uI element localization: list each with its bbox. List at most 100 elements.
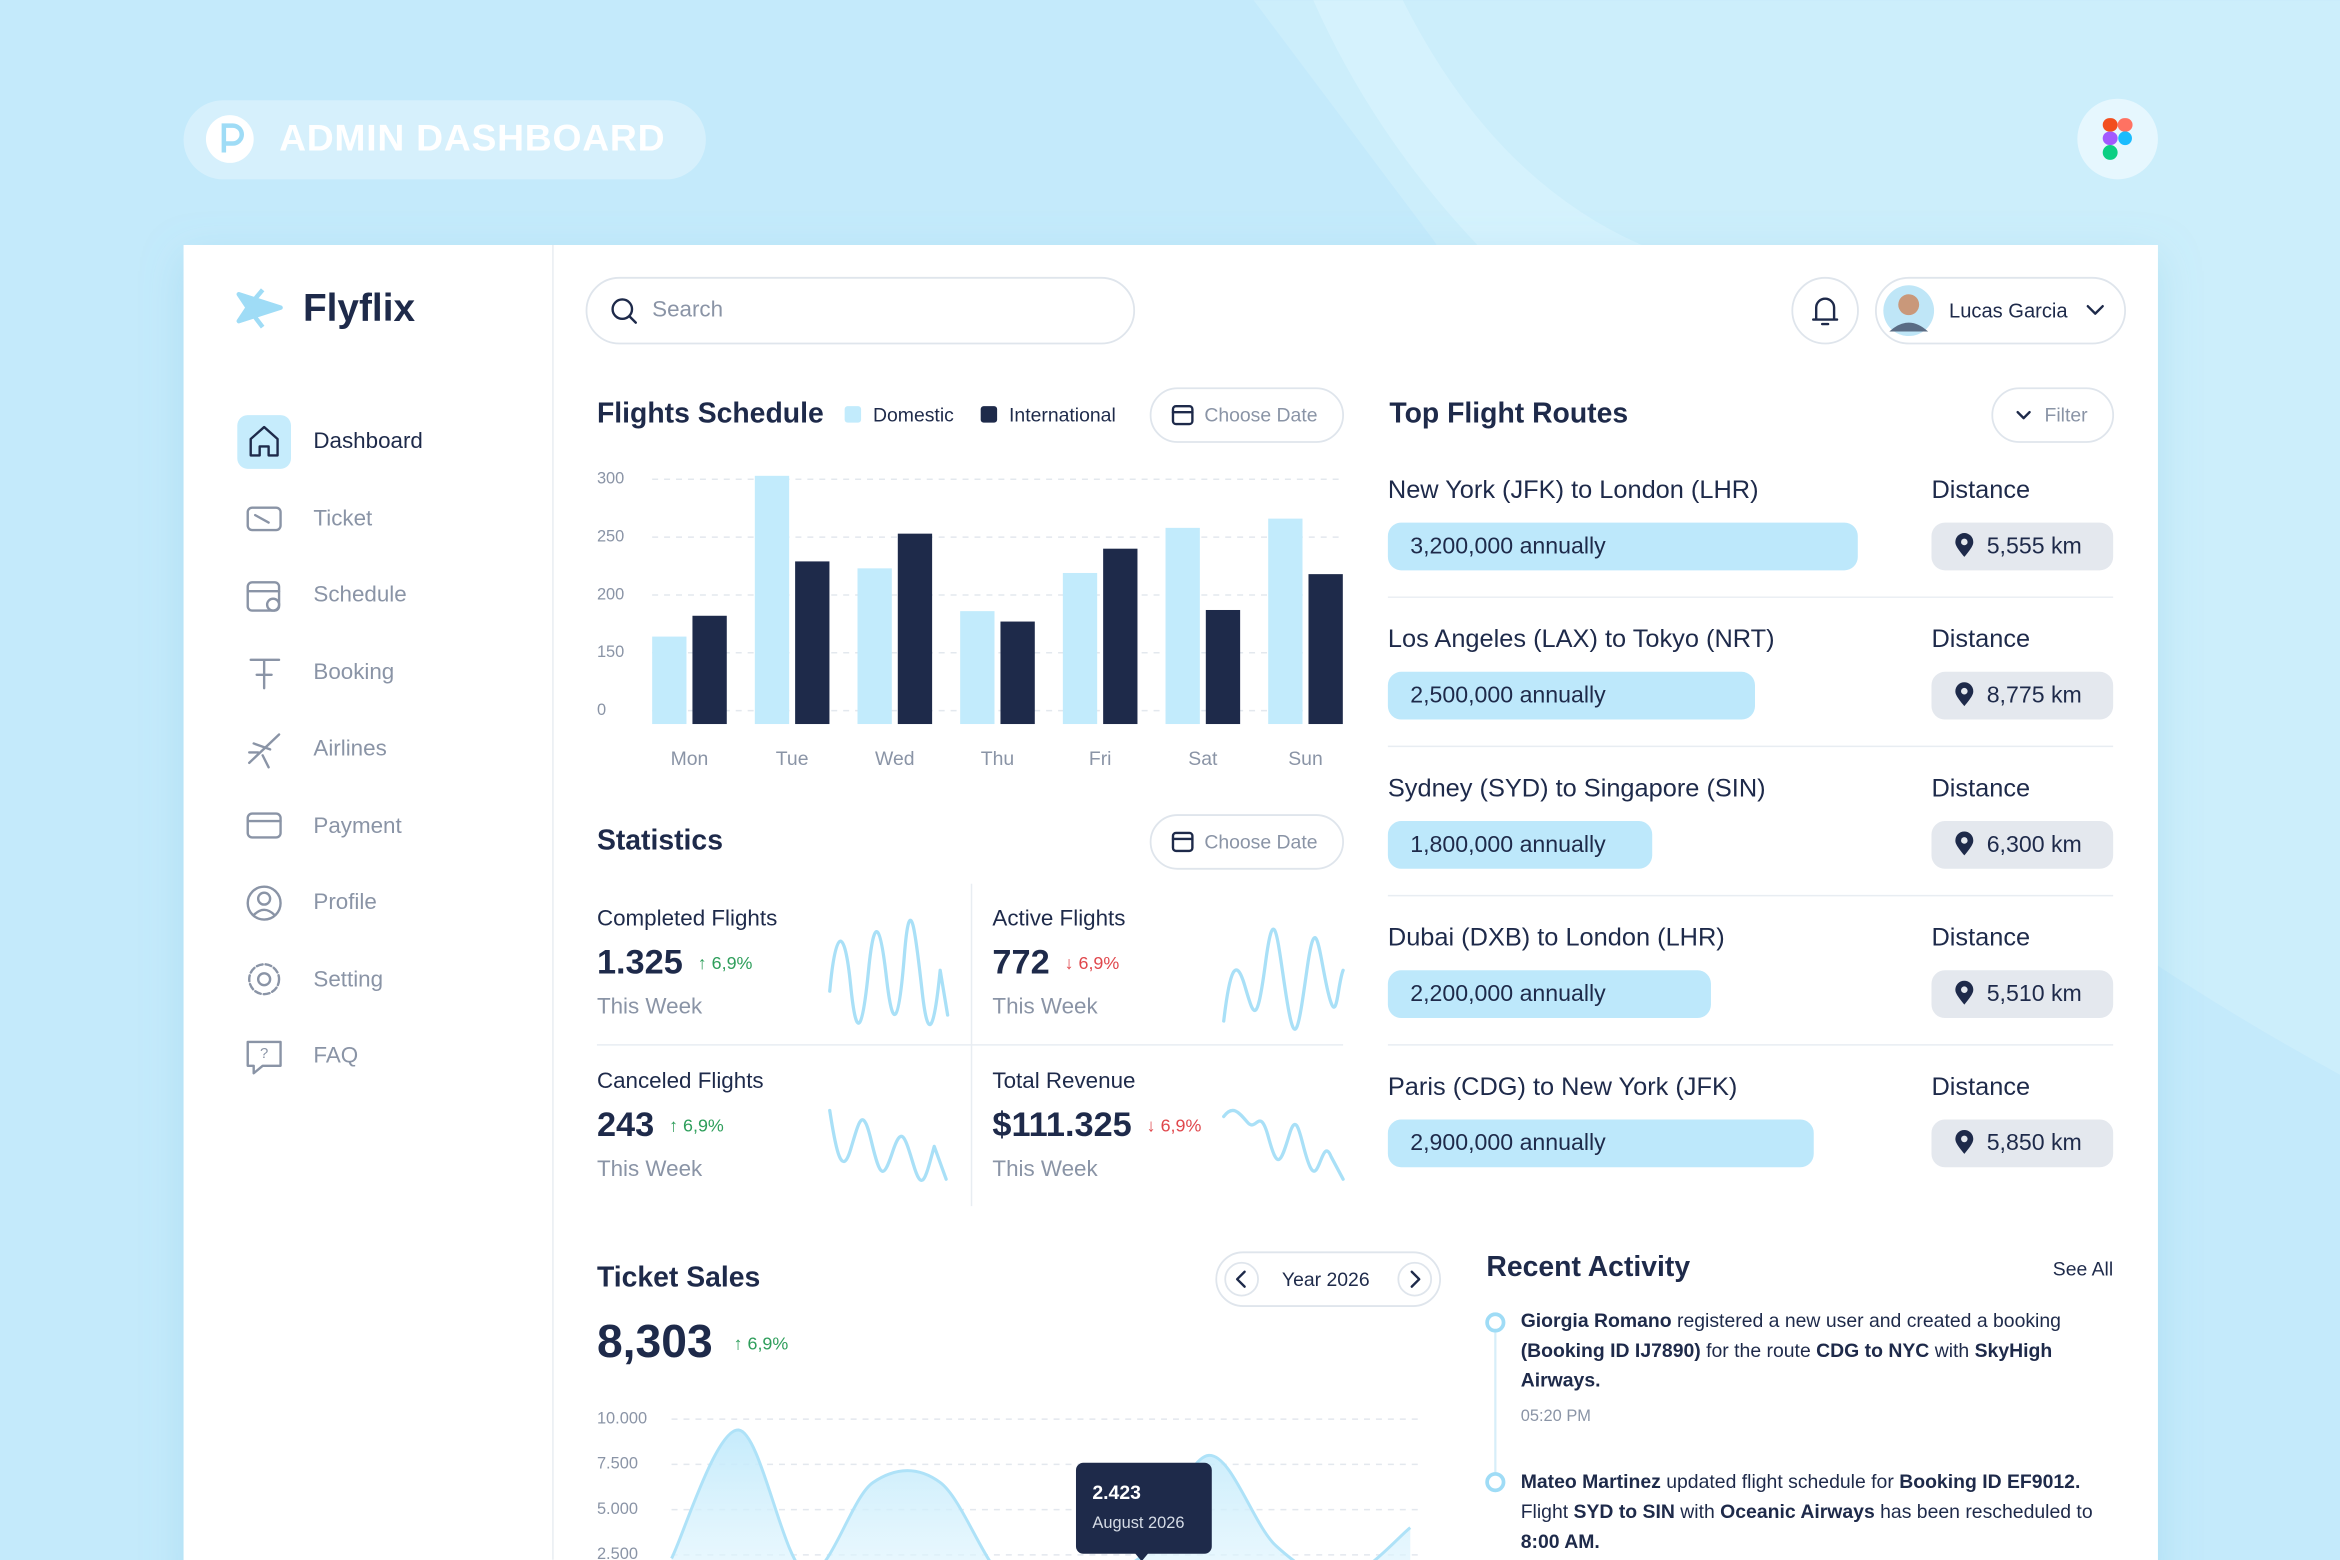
stat-change: ↑ 6,9% (669, 1116, 724, 1136)
area-line (670, 1428, 1412, 1560)
y-tick-label: 2.500 (597, 1545, 638, 1560)
x-tick-label: Thu (981, 748, 1014, 770)
stat-label: Canceled Flights (597, 1068, 764, 1093)
nav-item[interactable]: Setting (313, 967, 383, 992)
section-title: Recent Activity (1486, 1251, 1690, 1283)
activity-segment: with (1929, 1338, 1975, 1362)
route-bar (1387, 671, 1755, 720)
user-name: Lucas Garcia (1949, 300, 2068, 322)
y-tick-label: 250 (597, 527, 624, 545)
timeline-dot (1485, 1472, 1506, 1493)
stat-value: 772 (992, 943, 1049, 981)
next-button[interactable] (1397, 1261, 1433, 1297)
nav-item[interactable]: Schedule (313, 582, 406, 607)
nav-item[interactable]: Profile (313, 889, 376, 914)
date-button-label[interactable]: Choose Date (1204, 832, 1317, 854)
x-tick-label: Sun (1288, 748, 1323, 770)
sales-change: ↑ 6,9% (734, 1334, 789, 1354)
nav-active-bg (237, 415, 292, 469)
distance-value: 6,300 km (1987, 831, 2082, 857)
distance-pill (1931, 522, 2114, 571)
activity-segment: Giorgia Romano (1520, 1309, 1672, 1332)
activity-segment: SYD to SIN (1573, 1500, 1675, 1523)
section-title: Statistics (597, 824, 723, 856)
activity-segment: Flight (1520, 1500, 1574, 1523)
section-title: Top Flight Routes (1389, 398, 1628, 430)
x-tick-label: Sat (1188, 748, 1218, 770)
date-button[interactable] (1149, 814, 1345, 870)
nav-icon (249, 425, 279, 457)
route-name: Sydney (SYD) to Singapore (SIN) (1388, 774, 1766, 802)
y-tick-label: 300 (597, 470, 624, 488)
stat-change: ↓ 6,9% (1147, 1116, 1202, 1136)
nav-item[interactable]: Booking (313, 659, 394, 684)
bar (754, 475, 790, 725)
tooltip-label: August 2026 (1092, 1514, 1184, 1532)
prev-button[interactable] (1224, 1261, 1259, 1297)
timeline-dot (1485, 1312, 1506, 1333)
search-box[interactable] (585, 276, 1136, 345)
stat-period: This Week (992, 1156, 1098, 1181)
bar (1103, 548, 1138, 725)
stat-change: ↓ 6,9% (1065, 953, 1120, 973)
stat-period: This Week (597, 993, 703, 1018)
figma-badge[interactable] (2077, 98, 2158, 180)
legend-swatch (844, 406, 862, 423)
bar (1062, 572, 1098, 725)
stat-label: Total Revenue (992, 1068, 1135, 1093)
route-annual: 2,200,000 annually (1410, 980, 1606, 1006)
distance-label: Distance (1931, 774, 2030, 802)
banner-logo-mark (221, 123, 244, 153)
search-placeholder[interactable]: Search (652, 297, 723, 322)
y-tick-label: 200 (597, 585, 624, 603)
chart-title: Ticket Sales (597, 1262, 760, 1294)
nav-item[interactable]: Dashboard (313, 428, 422, 453)
activity-text: Mateo Martinez updated flight schedule f… (1521, 1467, 2121, 1557)
brand-name: Flyflix (303, 287, 416, 330)
activity-segment: SkyHigh Airways. (1520, 1338, 2053, 1392)
activity-item: Giorgia Romano registered a new user and… (1521, 1306, 2121, 1428)
bar (652, 636, 687, 725)
activity-segment: Booking ID EF9012. (1899, 1470, 2081, 1493)
filter-label[interactable]: Filter (2045, 405, 2089, 427)
notification-button[interactable] (1791, 276, 1859, 345)
bar (692, 615, 727, 725)
svg-text:?: ? (260, 1045, 268, 1062)
date-button-label[interactable]: Choose Date (1204, 405, 1317, 427)
date-button[interactable] (1149, 387, 1345, 443)
bar (1165, 527, 1200, 725)
year-label: Year 2026 (1282, 1269, 1370, 1291)
route-bar (1387, 821, 1653, 869)
y-tick-label: 10.000 (597, 1410, 647, 1428)
year-selector[interactable] (1215, 1251, 1442, 1307)
pin-dot (1961, 538, 1968, 546)
route-annual: 3,200,000 annually (1410, 532, 1606, 558)
bar (1268, 518, 1303, 725)
activity-item: Mateo Martinez updated flight schedule f… (1521, 1467, 2121, 1557)
distance-value: 8,775 km (1987, 682, 2082, 708)
sparklines (828, 918, 1345, 1182)
route-annual: 2,900,000 annually (1410, 1129, 1606, 1155)
y-tick-label: 7.500 (597, 1455, 638, 1473)
see-all-link[interactable]: See All (2053, 1258, 2113, 1280)
distance-pill (1931, 970, 2114, 1019)
activity-segment: has been rescheduled to (1874, 1500, 2093, 1523)
nav-item[interactable]: Payment (313, 813, 402, 838)
bar (960, 611, 995, 725)
distance-label: Distance (1931, 476, 2030, 504)
nav-item[interactable]: Ticket (313, 505, 373, 530)
tooltip-value: 2.423 (1092, 1482, 1141, 1504)
nav-item[interactable]: FAQ (313, 1043, 358, 1068)
bar (857, 568, 892, 725)
filter-button[interactable] (1991, 387, 2115, 443)
activity-segment: with (1674, 1500, 1721, 1523)
stat-period: This Week (992, 993, 1098, 1018)
distance-value: 5,555 km (1987, 532, 2082, 558)
distance-label: Distance (1931, 924, 2030, 952)
nav-item[interactable]: Airlines (313, 735, 386, 760)
activity-time: 05:20 PM (1520, 1407, 1591, 1426)
stat-value: 1.325 (597, 943, 683, 981)
user-menu[interactable] (1874, 276, 2126, 345)
activity-segment: updated flight schedule for (1660, 1470, 1900, 1493)
